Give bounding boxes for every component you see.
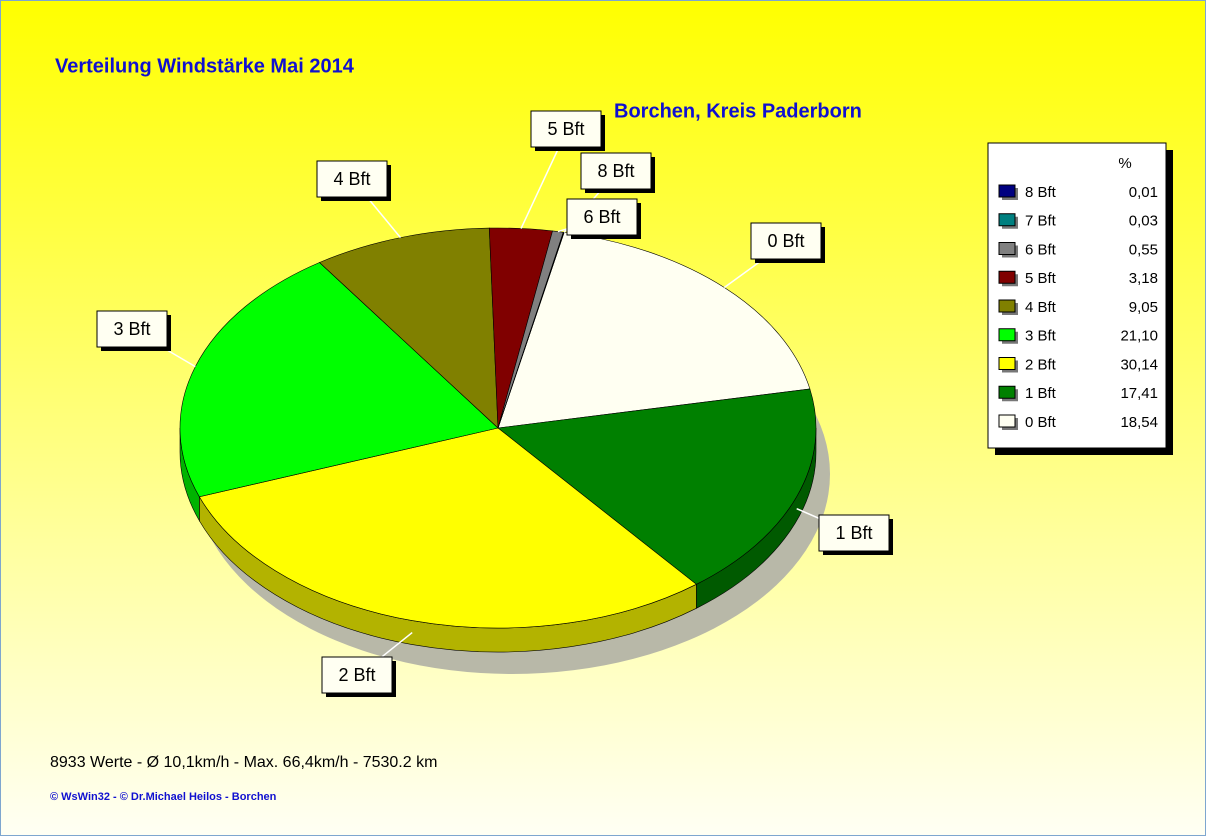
legend-value: 0,03 (1129, 213, 1158, 230)
label-box (566, 198, 638, 236)
legend-title: % (1118, 155, 1131, 172)
label-box (818, 514, 890, 552)
legend-value: 3,18 (1129, 270, 1158, 287)
legend-label: 0 Bft (1025, 414, 1057, 431)
legend-label: 6 Bft (1025, 241, 1057, 258)
pie: 0 Bft 1 Bft 2 Bft 3 Bft 4 Bft 5 Bft 6 Bft 8 Bft (96, 110, 893, 697)
legend-value: 9,05 (1129, 299, 1158, 316)
legend-value: 30,14 (1120, 356, 1158, 373)
legend-swatch (998, 213, 1016, 227)
legend-label: 1 Bft (1025, 385, 1057, 402)
legend-label: 2 Bft (1025, 356, 1057, 373)
pie-slice (497, 232, 811, 429)
legend-swatch (998, 299, 1016, 313)
legend-label: 4 Bft (1025, 299, 1057, 316)
slice-label: 1 Bft (835, 523, 872, 543)
chart-subtitle: Borchen, Kreis Paderborn (614, 100, 862, 122)
label-box (96, 310, 168, 348)
legend-label: 7 Bft (1025, 213, 1057, 230)
legend-value: 0,55 (1129, 241, 1158, 258)
label-box (750, 222, 822, 260)
legend-label: 5 Bft (1025, 270, 1057, 287)
legend-value: 21,10 (1120, 328, 1158, 345)
legend-label: 3 Bft (1025, 328, 1057, 345)
legend-swatch (998, 270, 1016, 284)
legend-value: 18,54 (1120, 414, 1158, 431)
footer-stats: 8933 Werte - Ø 10,1km/h - Max. 66,4km/h … (50, 754, 437, 771)
slice-label: 2 Bft (338, 665, 375, 685)
footer-credits: © WsWin32 - © Dr.Michael Heilos - Borche… (50, 791, 277, 803)
chart-title: Verteilung Windstärke Mai 2014 (55, 55, 355, 77)
legend-value: 0,01 (1129, 184, 1158, 201)
legend-label: 8 Bft (1025, 184, 1057, 201)
slice-label: 4 Bft (333, 169, 370, 189)
slice-label: 0 Bft (767, 231, 804, 251)
slice-label: 3 Bft (113, 319, 150, 339)
label-box (580, 152, 652, 190)
label-box (316, 160, 388, 198)
legend-swatch (998, 328, 1016, 342)
legend-swatch (998, 385, 1016, 399)
slice-label: 5 Bft (547, 119, 584, 139)
legend-swatch (998, 414, 1016, 428)
legend-items: 8 Bft 0,01 7 Bft 0,03 6 Bft 0,55 5 Bft 3,18 4 Bf… (998, 184, 1158, 431)
legend-swatch (998, 357, 1016, 370)
legend-value: 17,41 (1120, 385, 1158, 402)
pie-slice (198, 427, 697, 629)
legend-swatch (998, 242, 1016, 255)
label-box (321, 656, 393, 694)
slice-label: 6 Bft (583, 207, 620, 227)
pie-slice (179, 262, 499, 498)
label-box (530, 110, 602, 148)
legend-swatch (998, 184, 1016, 198)
pie-slice (318, 227, 499, 429)
slice-label: 8 Bft (597, 161, 634, 181)
pie-slice (497, 388, 817, 585)
